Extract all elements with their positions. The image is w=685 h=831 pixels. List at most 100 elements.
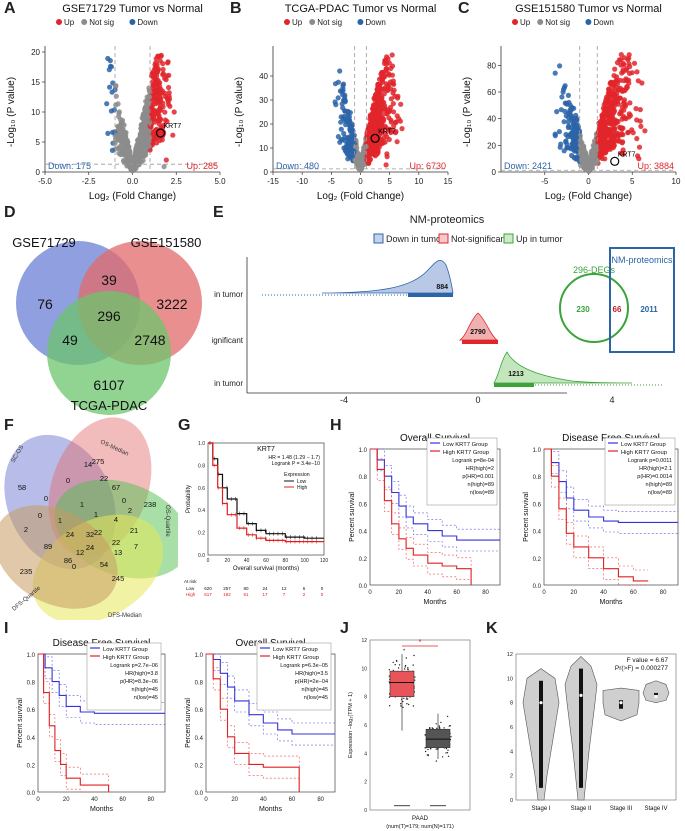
data-point: [111, 107, 117, 113]
stat-text: p(HR)=0.001: [462, 474, 494, 480]
y-tick-label: 0.0: [359, 584, 368, 590]
data-point: [595, 139, 601, 145]
legend-label-up: Up in tumor: [516, 234, 563, 244]
y-tick-label: 0.0: [27, 791, 36, 797]
data-point: [436, 727, 438, 729]
venn-region-count: 1: [80, 500, 84, 509]
volcano-plot-gse151580: GSE151580 Tumor vs Normal Up Not sig Down -5…: [462, 3, 681, 202]
y-tick-label: 0.2: [195, 763, 204, 769]
legend-label: Up: [292, 18, 303, 27]
y-axis-label: -Log₁₀ (P value): [462, 77, 473, 147]
y-tick-label: 6: [510, 725, 513, 731]
data-point: [115, 101, 121, 107]
data-point: [341, 98, 347, 104]
density-curve-down: [321, 259, 454, 294]
data-point: [113, 93, 119, 99]
x-tick-label: 60: [119, 797, 126, 803]
legend-marker: [56, 19, 62, 25]
data-point: [383, 162, 389, 168]
y-tick-label: 0.8: [198, 463, 205, 469]
chart-title: TCGA-PDAC Tumor vs Normal: [285, 3, 437, 15]
venn-region-abc: 296: [97, 308, 121, 324]
venn-region-count: 245: [112, 574, 125, 583]
data-point: [577, 138, 583, 144]
km-curve-low-krt7-group: [370, 448, 500, 541]
data-point: [607, 146, 613, 152]
data-point: [405, 657, 407, 659]
data-point: [113, 83, 119, 89]
risk-header: At risk: [184, 579, 197, 584]
x-tick-label: -4: [340, 395, 348, 405]
significance-star: *: [418, 638, 421, 647]
data-point: [398, 101, 404, 107]
data-point: [441, 756, 444, 758]
x-axis-label: Months: [424, 599, 447, 606]
data-point: [146, 85, 152, 91]
data-point: [630, 130, 636, 136]
km-confidence-band: [38, 653, 109, 781]
volcano-plot-gse71729: GSE71729 Tumor vs Normal Up Not sig Down -5.…: [6, 3, 226, 202]
x-tick-label: -2.5: [82, 177, 96, 186]
y-tick-label: 10: [361, 666, 367, 672]
data-point: [604, 107, 610, 113]
data-point: [396, 660, 398, 662]
risk-low-cell: 12: [281, 586, 287, 591]
data-point: [133, 165, 139, 172]
count-label-up: Up: 3884: [637, 161, 674, 171]
data-point: [166, 84, 172, 91]
data-point: [598, 125, 604, 132]
venn-region-count: 1: [94, 510, 98, 519]
legend-label: High: [297, 485, 308, 491]
data-point: [565, 119, 571, 125]
venn-region-count: 22: [94, 528, 102, 537]
venn-region-count: 24: [86, 543, 94, 552]
box-n: [425, 728, 451, 748]
x-tick-label: 0: [207, 558, 210, 564]
risk-low-cell: 257: [223, 586, 231, 591]
data-point: [391, 123, 397, 129]
km-plot-overall-survival-i: Overall Survival0.00.20.40.60.81.0020406…: [185, 638, 336, 813]
data-point: [166, 90, 172, 96]
data-point: [376, 93, 382, 99]
legend-box: [604, 437, 676, 506]
data-point: [607, 102, 613, 108]
data-point: [552, 131, 558, 137]
y-tick-label: 0.8: [27, 681, 36, 687]
data-point: [145, 134, 151, 141]
y-axis-label: Percent survival: [185, 698, 192, 748]
x-tick-label: Stage III: [610, 806, 633, 812]
data-point: [561, 119, 567, 125]
x-axis-label: Months: [90, 806, 113, 813]
y-tick-label: 6: [364, 723, 367, 729]
x-axis-label: PAAD: [412, 816, 429, 822]
data-point: [590, 153, 596, 159]
panel-label-i: I: [4, 620, 9, 637]
legend-label: High KRT7 Group: [621, 450, 667, 456]
data-point: [349, 147, 356, 153]
data-point: [606, 86, 612, 92]
data-point: [109, 147, 115, 153]
venn-region-count: 54: [100, 560, 108, 569]
data-point: [387, 127, 393, 133]
risk-high-cell: 2: [303, 592, 306, 597]
data-point: [577, 142, 583, 148]
data-point: [402, 706, 404, 709]
data-point: [138, 130, 144, 136]
stat-text: n(high)=89: [646, 482, 672, 488]
data-point: [394, 664, 396, 666]
density-bar-notsig: [462, 340, 498, 344]
violin-box: [579, 668, 583, 788]
data-point: [160, 66, 166, 73]
stat-text: p(HR)=0.0014: [637, 474, 672, 480]
venn-region-count: 275: [92, 457, 105, 466]
y-tick-label: 0.8: [359, 475, 368, 481]
data-point: [171, 109, 177, 115]
data-point: [440, 721, 442, 724]
count-label-up: Up: 6730: [409, 161, 446, 171]
data-point: [392, 669, 394, 672]
data-point: [376, 126, 382, 132]
data-point: [566, 123, 572, 129]
data-point: [337, 68, 343, 74]
km-plot-krt7: KRT7 HR = 1.48 (1.29 − 1.7)Logrank P = 3.…: [184, 441, 328, 597]
violin-box: [539, 680, 543, 788]
